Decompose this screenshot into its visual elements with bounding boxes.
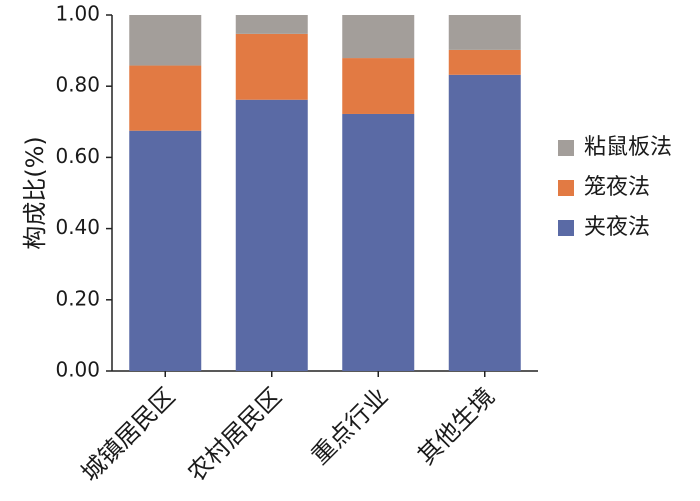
bar-segment <box>235 15 308 34</box>
legend-swatch <box>558 180 574 196</box>
legend-label: 夹夜法 <box>584 215 650 240</box>
bar-segment <box>129 65 202 131</box>
y-tick-label: 0.80 <box>55 73 100 97</box>
legend-swatch <box>558 220 574 236</box>
y-tick-label: 1.00 <box>55 2 100 26</box>
y-tick-label: 0.60 <box>55 144 100 168</box>
y-tick-label: 0.20 <box>55 286 100 310</box>
bar-segment <box>342 58 415 114</box>
bars <box>129 15 521 372</box>
bar-segment <box>129 15 202 66</box>
x-category-label: 城镇居民区 <box>76 382 181 487</box>
legend-label: 笼夜法 <box>584 175 650 200</box>
y-tick-label: 0.00 <box>55 358 100 382</box>
bar-segment <box>235 99 308 371</box>
bar-segment <box>129 130 202 371</box>
bar-segment <box>448 49 521 75</box>
bar-segment <box>342 113 415 371</box>
bar-segment <box>342 15 415 59</box>
x-category-label: 其他生境 <box>412 382 500 470</box>
legend-swatch <box>558 140 574 156</box>
y-axis-title: 构成比(%) <box>21 136 49 250</box>
bar-segment <box>235 33 308 100</box>
bar-segment <box>448 74 521 372</box>
y-axis-ticks: 0.00 0.20 0.40 0.60 0.80 1.00 <box>55 2 112 382</box>
bar-segment <box>448 15 521 50</box>
legend-label: 粘鼠板法 <box>584 135 672 160</box>
y-tick-label: 0.40 <box>55 215 100 239</box>
x-category-label: 重点行业 <box>306 382 394 470</box>
x-category-label: 农村居民区 <box>182 382 287 487</box>
x-axis-categories: 城镇居民区 农村居民区 重点行业 其他生境 <box>76 371 500 487</box>
